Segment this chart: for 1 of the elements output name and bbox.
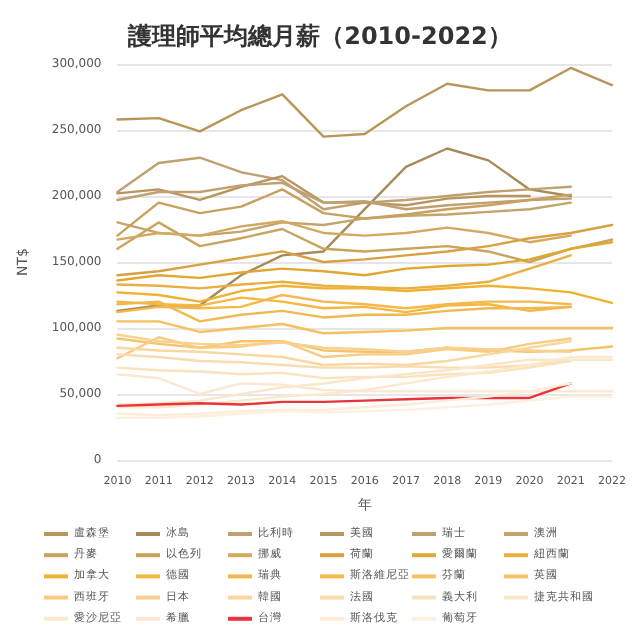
chart-title: 護理師平均總月薪（2010-2022）	[126, 22, 512, 50]
